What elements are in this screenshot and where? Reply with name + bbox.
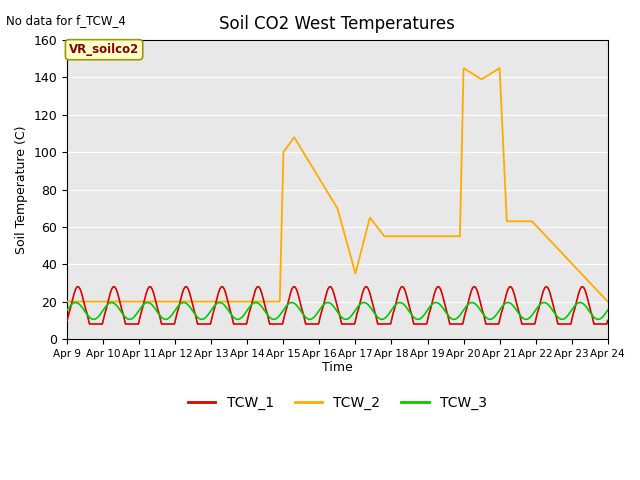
X-axis label: Time: Time [322,361,353,374]
Legend: TCW_1, TCW_2, TCW_3: TCW_1, TCW_2, TCW_3 [182,391,493,416]
Text: VR_soilco2: VR_soilco2 [69,43,140,56]
Title: Soil CO2 West Temperatures: Soil CO2 West Temperatures [220,15,455,33]
Y-axis label: Soil Temperature (C): Soil Temperature (C) [15,125,28,254]
Text: No data for f_TCW_4: No data for f_TCW_4 [6,14,126,27]
